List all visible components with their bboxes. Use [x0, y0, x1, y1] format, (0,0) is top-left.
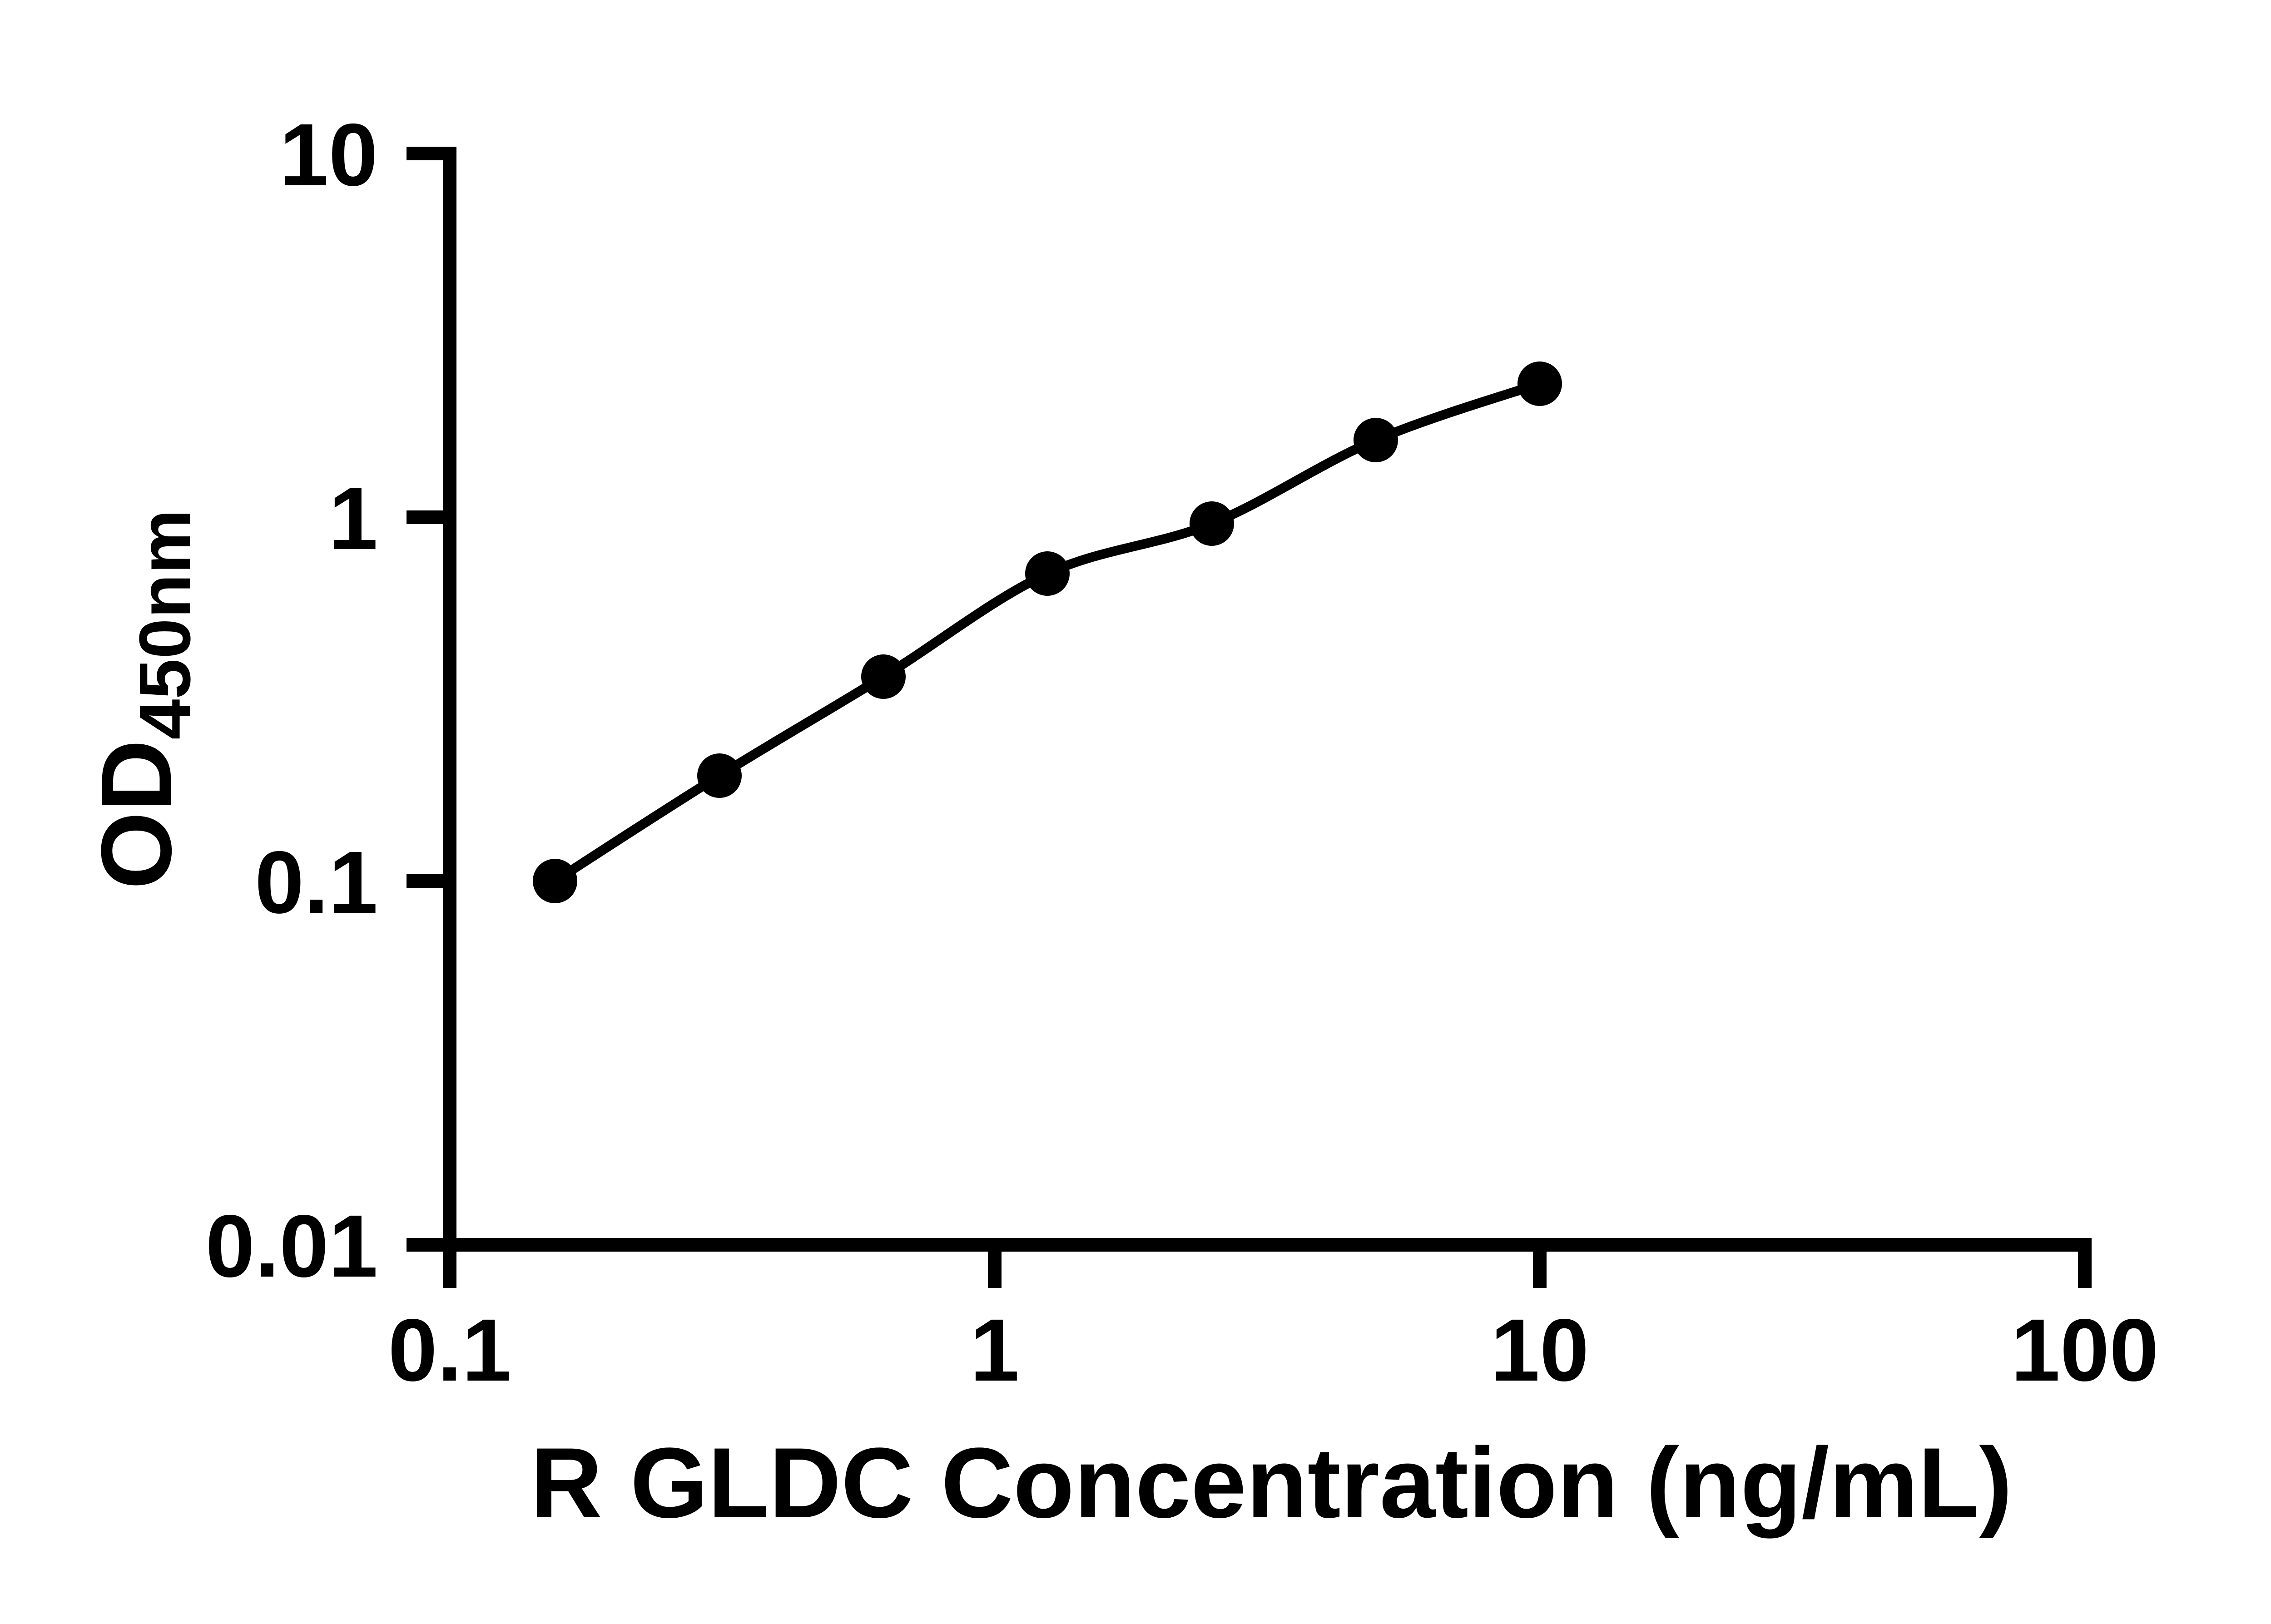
y-axis-title-sub: 450nm: [124, 509, 205, 740]
y-tick-label: 1: [329, 469, 378, 568]
y-tick-label: 0.01: [205, 1197, 378, 1296]
x-axis-title: R GLDC Concentration (ng/mL): [450, 1433, 2093, 1533]
x-tick-label: 1: [970, 1301, 1019, 1400]
data-point: [533, 859, 577, 903]
y-axis-title: OD450nm: [77, 431, 205, 967]
y-tick-label: 0.1: [255, 833, 378, 932]
x-tick-label: 10: [1491, 1301, 1589, 1400]
data-point: [1190, 501, 1234, 546]
data-point: [1354, 418, 1398, 462]
data-point: [861, 654, 906, 699]
y-axis-title-main: OD: [80, 739, 192, 890]
data-point: [1517, 361, 1562, 406]
x-tick-label: 0.1: [388, 1301, 511, 1400]
x-axis-title-text: R GLDC Concentration (ng/mL): [530, 1427, 2013, 1539]
standard-curve-line: [552, 379, 1542, 885]
data-point: [697, 753, 742, 798]
data-point: [1025, 551, 1070, 596]
x-tick-label: 100: [2011, 1301, 2158, 1400]
y-tick-label: 10: [279, 105, 378, 204]
